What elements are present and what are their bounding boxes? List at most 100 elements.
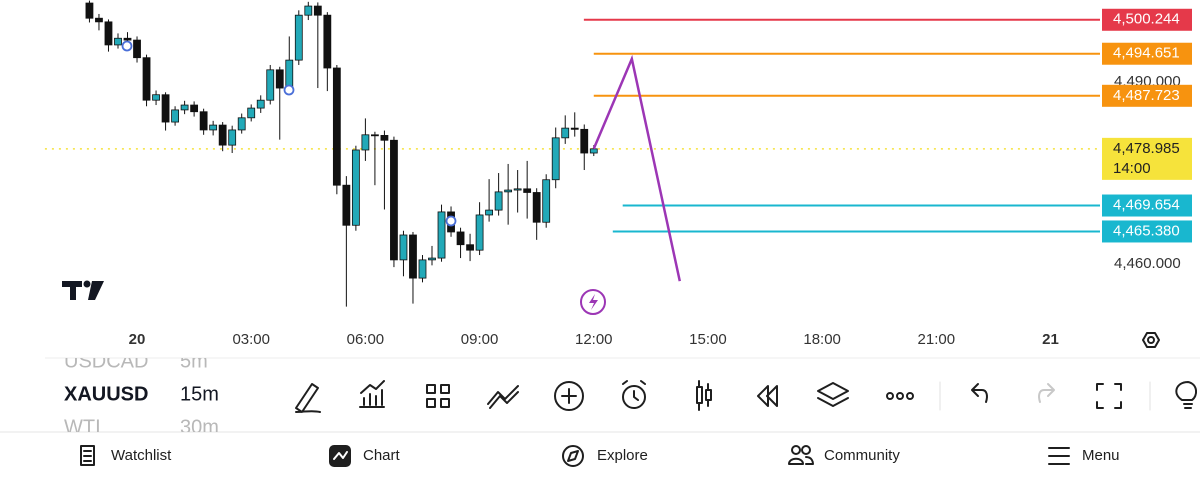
candle-body [399, 234, 408, 261]
candle-body [409, 234, 417, 279]
x-tick-label: 03:00 [232, 331, 270, 348]
candle-body [171, 109, 179, 123]
price-tag [1102, 194, 1192, 217]
redo[interactable] [1038, 383, 1055, 403]
draw-tool[interactable] [295, 383, 321, 413]
candle-body [190, 104, 199, 113]
candle-body [85, 2, 94, 19]
x-tick-label: 12:00 [575, 331, 613, 348]
price-tag [1102, 220, 1192, 243]
candle-body [551, 137, 560, 181]
settings-icon[interactable] [1142, 332, 1160, 348]
x-tick-label: 21:00 [918, 331, 956, 348]
candle-body [247, 107, 256, 119]
symbol-name[interactable]: USDCAD [64, 350, 148, 372]
candle-body [294, 14, 303, 61]
candle-body [361, 134, 370, 151]
candle-body [313, 5, 322, 16]
candle-body [237, 117, 246, 131]
price-tag [1102, 84, 1192, 107]
candle-body [561, 127, 570, 139]
candle-body [570, 127, 579, 130]
candle-body [133, 39, 141, 59]
nav-item[interactable]: Chart [363, 447, 401, 464]
fullscreen[interactable] [1096, 383, 1122, 409]
candle-body [266, 69, 275, 101]
bottom-nav: Watchlist Chart Explore Community Menu [111, 447, 1120, 464]
price-tag-label: 4,478.985 [1113, 140, 1180, 157]
candle-body [342, 184, 351, 226]
candle-body [380, 135, 389, 141]
candle-body [371, 134, 379, 137]
candle-body [390, 139, 398, 261]
candle-body [456, 231, 465, 246]
chart-area: 20 03:00 06:00 09:00 12:00 15:00 18:00 21:00 21 4… [44, 0, 1192, 348]
candle-body [114, 37, 122, 46]
compare[interactable] [487, 385, 519, 409]
price-tag [1102, 8, 1192, 31]
alert[interactable] [622, 380, 646, 409]
symbol-interval[interactable]: 30m [180, 416, 219, 438]
candle-body [513, 188, 522, 191]
templates[interactable] [426, 384, 450, 408]
more[interactable] [886, 392, 914, 400]
candle-body [142, 57, 151, 101]
bar-countdown: 14:00 [1113, 160, 1151, 177]
candle-body [580, 128, 589, 154]
candle-body [218, 124, 227, 146]
candle-body [485, 209, 494, 216]
candle-body [180, 104, 189, 111]
candle-body [532, 192, 541, 223]
symbol-name[interactable]: WTI [64, 416, 101, 438]
price-tag-label: 4,494.651 [1113, 45, 1180, 62]
candle-body [161, 94, 170, 123]
candle-body [209, 124, 218, 131]
nav-item[interactable]: Explore [597, 447, 648, 464]
symbol-picker[interactable]: USDCAD 5m XAUUSD 15m WTI 30m [64, 350, 219, 438]
candle-body [475, 214, 484, 251]
nav-item[interactable]: Community [824, 447, 900, 464]
candle-body [523, 188, 532, 193]
x-tick-label: 21 [1042, 331, 1059, 348]
trend-drawing [592, 54, 682, 282]
candle-body [304, 5, 313, 16]
price-tag-label: 4,465.380 [1113, 222, 1180, 239]
alert-icon[interactable] [580, 289, 606, 315]
candle-body [199, 111, 208, 131]
add[interactable] [554, 381, 584, 411]
undo[interactable] [971, 383, 988, 403]
candle-body [152, 94, 160, 101]
chart-type[interactable] [696, 380, 712, 411]
event-marker [121, 40, 457, 227]
price-tag-label: 4,487.723 [1113, 87, 1180, 104]
layers[interactable] [817, 382, 849, 407]
candle-body [323, 14, 332, 69]
candle-body [256, 99, 265, 109]
ideas[interactable] [1175, 381, 1198, 409]
symbol-interval[interactable]: 5m [180, 350, 208, 372]
nav-item[interactable]: Menu [1082, 447, 1120, 464]
candle-body [332, 67, 341, 186]
candle-body [285, 59, 294, 89]
candle-body [437, 211, 446, 259]
replay[interactable] [757, 385, 778, 407]
x-tick-label: 06:00 [347, 331, 385, 348]
price-tag [1102, 137, 1192, 180]
candle-body [228, 129, 237, 146]
logo [62, 280, 104, 300]
indicators[interactable] [359, 380, 385, 408]
candle-body [95, 17, 103, 23]
y-tick-label: 4,460.000 [1114, 255, 1181, 272]
candle-body [123, 37, 132, 41]
nav-item[interactable]: Watchlist [111, 447, 172, 464]
symbol-name[interactable]: XAUUSD [64, 383, 148, 405]
price-tag-label: 4,500.244 [1113, 11, 1180, 28]
candle-body [418, 259, 427, 279]
nav-icons [80, 445, 1070, 467]
candle-body [466, 244, 474, 251]
candle-body [428, 257, 436, 261]
symbol-interval[interactable]: 15m [180, 383, 219, 405]
candle-body [504, 189, 513, 193]
